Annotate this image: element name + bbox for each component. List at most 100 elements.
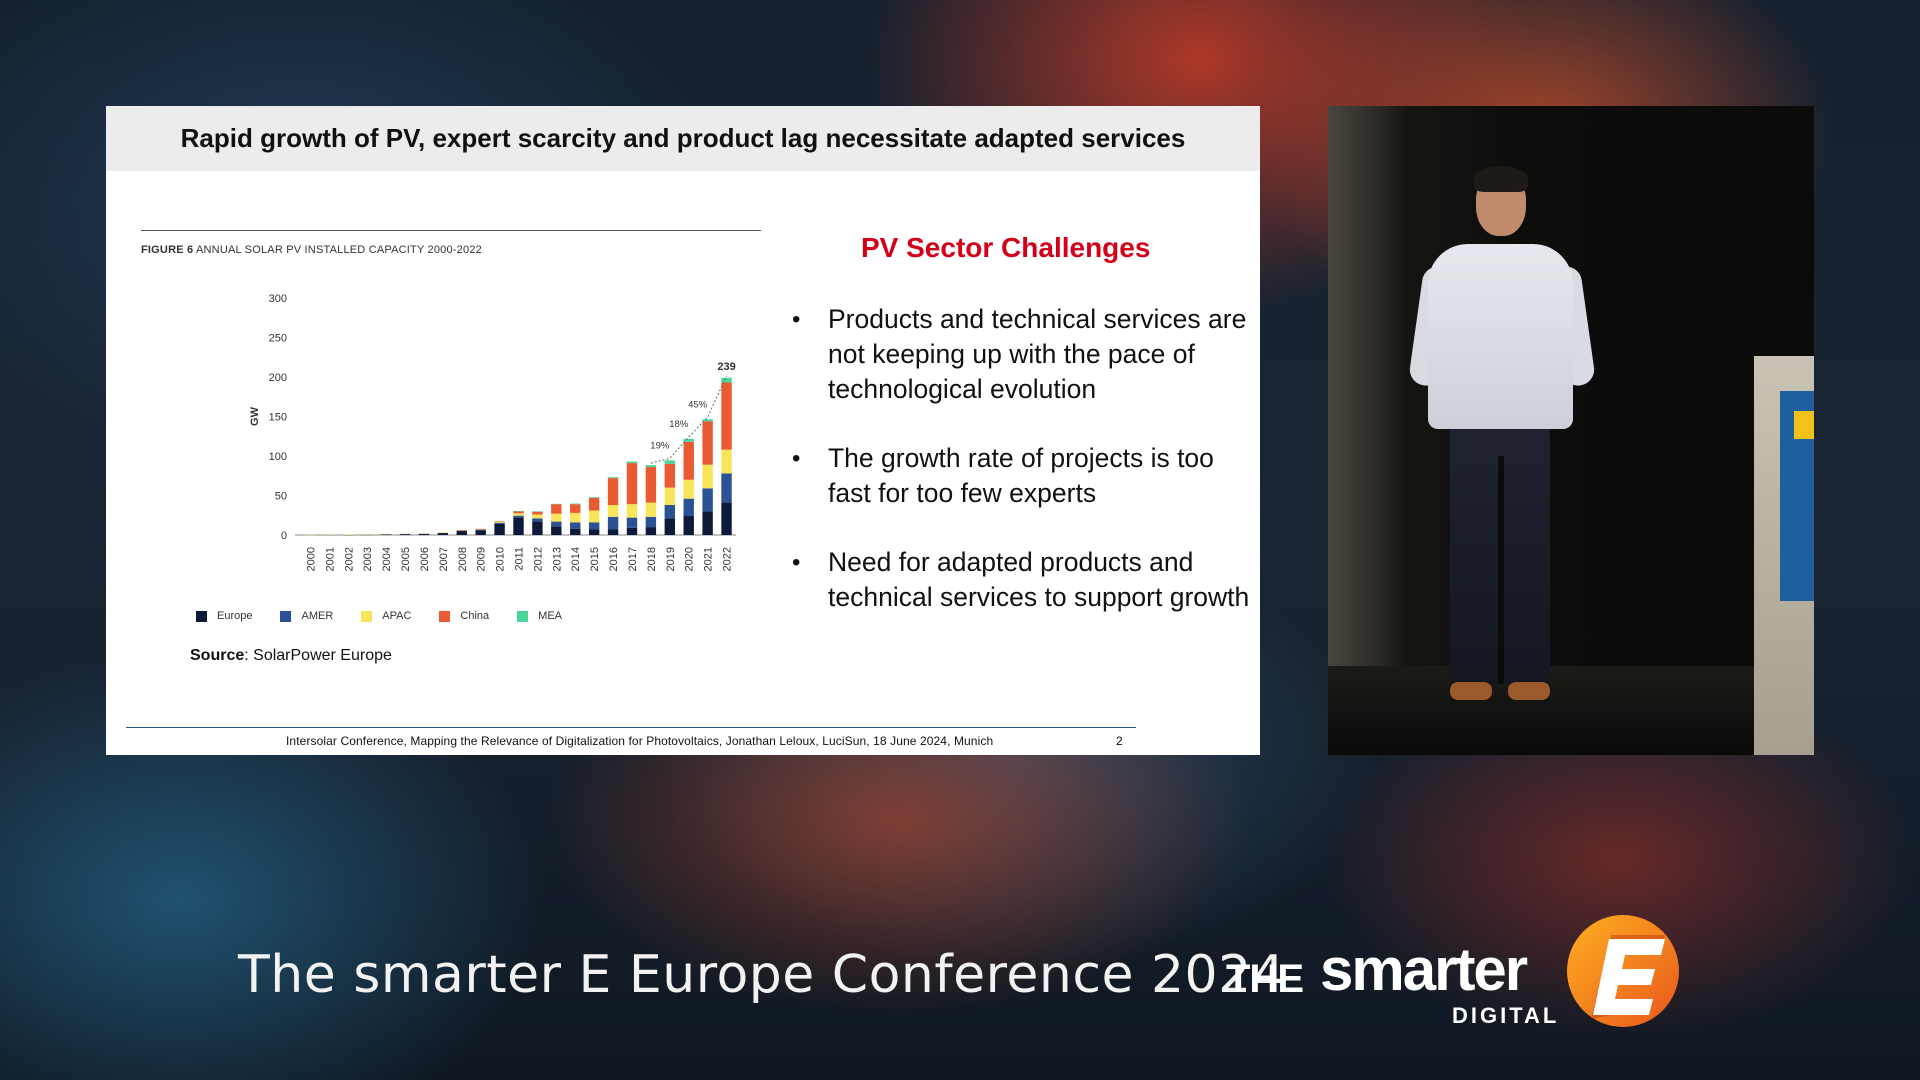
bar-segment-amer	[418, 533, 430, 535]
bar-segment-china	[588, 497, 600, 511]
bar-segment-europe	[437, 533, 449, 535]
bar-segment-apac	[570, 512, 581, 523]
x-tick-label: 2022	[722, 547, 734, 571]
bar-segment-mea	[607, 477, 619, 479]
bar-segment-amer	[570, 522, 581, 529]
legend-label: AMER	[301, 610, 334, 622]
bar-segment-europe	[645, 527, 657, 535]
stage-floor	[1328, 666, 1814, 755]
bar-segment-apac	[399, 533, 411, 535]
bar-segment-apac	[588, 510, 600, 523]
legend-label: China	[460, 610, 490, 622]
bar-segment-europe	[551, 526, 562, 535]
speaker-shoe-right	[1508, 682, 1550, 700]
bar-segment-europe	[664, 518, 676, 535]
bar-segment-europe	[494, 523, 505, 535]
bar-segment-europe	[456, 531, 467, 535]
bar-segment-apac	[324, 534, 335, 536]
x-tick-label: 2012	[532, 547, 544, 571]
footer-rule	[126, 727, 1136, 728]
bar-segment-apac	[702, 464, 713, 489]
bar-segment-mea	[570, 503, 581, 505]
bar-segment-apac	[343, 534, 354, 536]
bar-segment-china	[475, 528, 486, 530]
y-tick-label: 250	[269, 333, 287, 345]
challenges-list: • Products and technical services are not…	[782, 302, 1252, 649]
bar-segment-china	[664, 463, 676, 488]
challenges-title: PV Sector Challenges	[861, 232, 1151, 263]
bar-segment-china	[645, 467, 657, 503]
presentation-slide: Rapid growth of PV, expert scarcity and …	[106, 106, 1260, 755]
bar-segment-apac	[494, 521, 505, 523]
bullet-dot-icon: •	[792, 549, 801, 576]
bar-segment-china	[626, 463, 638, 505]
bar-segment-apac	[532, 514, 543, 519]
source-value: : SolarPower Europe	[244, 647, 392, 664]
y-tick-label: 200	[269, 372, 287, 384]
conference-title: The smarter E Europe Conference 2024	[238, 945, 1286, 1005]
bar-segment-china	[532, 511, 543, 515]
speaker-video	[1328, 106, 1814, 755]
x-tick-label: 2021	[703, 547, 715, 571]
bar-segment-amer	[475, 529, 486, 531]
bar-segment-mea	[683, 439, 694, 442]
bar-segment-amer	[494, 522, 505, 524]
bar-segment-amer	[721, 473, 732, 503]
challenge-text: Products and technical services are not …	[828, 304, 1247, 404]
bar-segment-amer	[551, 521, 562, 527]
y-tick-label: 100	[269, 451, 287, 463]
x-tick-label: 2003	[362, 547, 374, 571]
bar-segment-amer	[683, 498, 694, 517]
slide-page-number: 2	[1116, 734, 1123, 748]
bar-segment-amer	[513, 515, 524, 518]
x-tick-label: 2007	[438, 547, 450, 571]
bar-segment-amer	[702, 488, 713, 512]
bar-segment-mea	[588, 497, 600, 498]
bar-segment-europe	[702, 511, 713, 535]
bar-segment-mea	[532, 511, 543, 512]
bar-segment-europe	[683, 516, 694, 535]
y-tick-label: 0	[281, 530, 287, 542]
figure-rule	[141, 230, 761, 231]
legend-item: MEA	[517, 610, 562, 622]
bar-segment-amer	[626, 517, 638, 528]
stage-curtain	[1328, 106, 1408, 755]
bar-segment-china	[702, 421, 713, 465]
x-tick-label: 2008	[457, 547, 469, 571]
bar-segment-mea	[645, 465, 657, 468]
x-tick-label: 2017	[627, 547, 639, 571]
bar-segment-amer	[399, 533, 411, 535]
x-tick-label: 2020	[684, 547, 696, 571]
podium-banner	[1780, 391, 1814, 601]
bar-segment-amer	[532, 518, 543, 522]
growth-rate-label: 18%	[669, 419, 689, 430]
x-tick-label: 2018	[646, 547, 658, 571]
legend-item: AMER	[280, 610, 333, 622]
bar-segment-apac	[418, 533, 430, 534]
legend-label: Europe	[217, 610, 253, 622]
bar-segment-apac	[361, 534, 373, 535]
legend-swatch	[361, 610, 373, 622]
challenge-text: The growth rate of projects is too fast …	[828, 443, 1214, 508]
x-tick-label: 2016	[608, 547, 620, 571]
bar-segment-mea	[513, 511, 524, 512]
y-axis-label: GW	[249, 406, 261, 426]
bar-segment-apac	[551, 513, 562, 522]
bar-segment-europe	[399, 534, 411, 535]
bar-segment-china	[456, 530, 467, 531]
bar-segment-mea	[664, 460, 676, 464]
logo-smarter-text: smarter	[1320, 936, 1528, 1003]
bar-segment-europe	[607, 529, 619, 535]
speaker-leg-gap	[1498, 456, 1504, 684]
y-tick-label: 150	[269, 412, 287, 424]
x-tick-label: 2005	[400, 547, 412, 571]
speaker-hair	[1474, 166, 1528, 192]
bar-segment-china	[683, 441, 694, 480]
bar-segment-apac	[380, 533, 392, 535]
slide-footer: Intersolar Conference, Mapping the Relev…	[286, 734, 994, 748]
x-tick-label: 2011	[514, 547, 526, 571]
challenge-text: Need for adapted products and technical …	[828, 547, 1250, 612]
slide-header: Rapid growth of PV, expert scarcity and …	[106, 106, 1260, 171]
x-tick-label: 2004	[381, 547, 393, 571]
bar-segment-amer	[588, 522, 600, 530]
